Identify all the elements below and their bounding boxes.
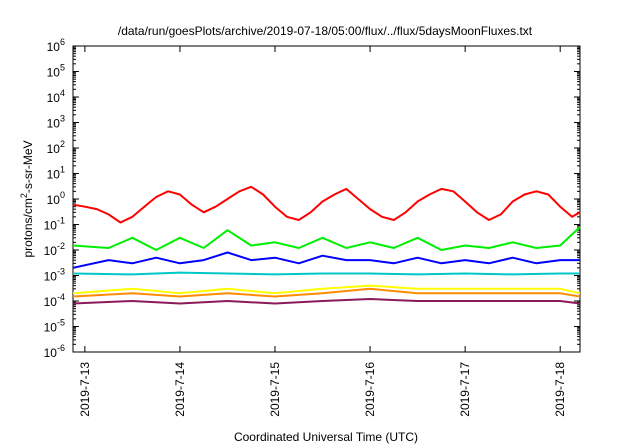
y-axis: 106 105 104 103 102 101 100 10-1 10-2 10-3 10-4 10-… — [44, 37, 580, 360]
y-tick-label: 106 — [47, 37, 65, 54]
y-tick-label: 10-6 — [44, 343, 65, 360]
series-line-5 — [72, 284, 581, 295]
x-tick-label: 2019-7-17 — [458, 362, 472, 417]
series-line-1 — [72, 185, 581, 224]
x-tick-label: 2019-7-18 — [553, 362, 567, 417]
y-tick-label: 104 — [47, 88, 65, 105]
y-tick-label: 10-5 — [44, 318, 65, 335]
x-axis: 2019-7-13 2019-7-14 2019-7-15 2019-7-16 2019… — [78, 46, 567, 417]
x-tick-label: 2019-7-13 — [78, 362, 92, 417]
chart-title: /data/run/goesPlots/archive/2019-07-18/0… — [118, 24, 533, 38]
series-line-2 — [72, 226, 581, 251]
y-tick-label: 105 — [47, 63, 65, 80]
y-axis-label: protons/cm2-s-sr-MeV — [19, 140, 35, 257]
y-tick-label: 102 — [47, 139, 65, 156]
y-tick-label: 103 — [47, 114, 65, 131]
y-tick-label: 10-2 — [44, 241, 65, 258]
y-tick-label: 100 — [47, 190, 65, 207]
y-tick-label: 101 — [47, 165, 65, 182]
x-tick-label: 2019-7-16 — [363, 362, 377, 417]
series-line-4 — [72, 271, 580, 276]
y-tick-label: 10-1 — [44, 216, 65, 233]
series-line-7 — [72, 298, 581, 305]
series-group — [72, 185, 581, 305]
y-tick-label: 10-4 — [44, 292, 65, 309]
x-tick-label: 2019-7-15 — [268, 362, 282, 417]
x-tick-label: 2019-7-14 — [173, 362, 187, 417]
series-line-3 — [72, 251, 580, 269]
y-tick-label: 10-3 — [44, 267, 65, 284]
x-axis-label: Coordinated Universal Time (UTC) — [234, 430, 418, 444]
series-line-6 — [72, 287, 581, 298]
